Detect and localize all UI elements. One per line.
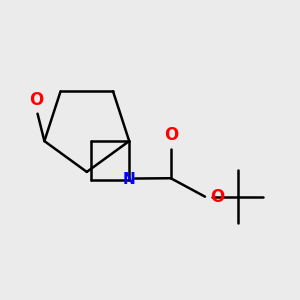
Text: O: O	[210, 188, 225, 206]
Text: O: O	[164, 126, 178, 144]
Text: O: O	[29, 91, 43, 109]
Text: N: N	[123, 172, 136, 187]
